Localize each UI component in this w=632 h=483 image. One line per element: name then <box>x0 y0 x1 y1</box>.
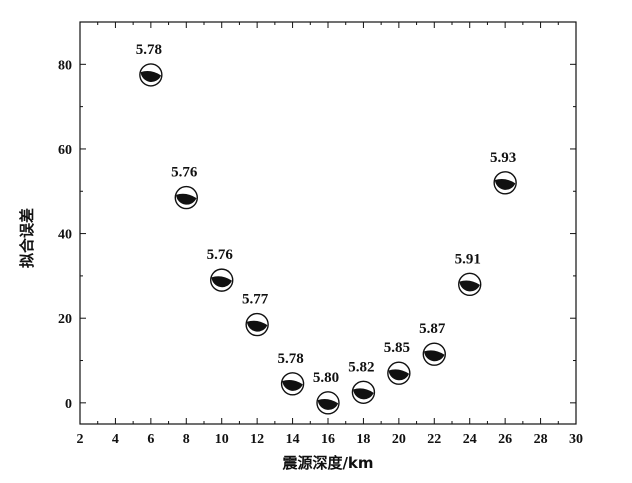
x-tick-label: 20 <box>392 432 406 447</box>
beachball-compressional-quadrant <box>353 388 374 400</box>
data-point: 5.82 <box>348 359 376 404</box>
data-point: 5.78 <box>277 351 305 396</box>
x-tick-label: 14 <box>286 432 300 447</box>
data-point: 5.93 <box>490 150 517 195</box>
data-label: 5.80 <box>313 370 339 386</box>
data-point: 5.87 <box>419 321 446 366</box>
y-tick-label: 0 <box>65 397 72 412</box>
data-label: 5.78 <box>136 42 162 58</box>
x-tick-label: 8 <box>183 432 190 447</box>
x-tick-label: 28 <box>534 432 548 447</box>
data-label: 5.77 <box>242 292 269 308</box>
beachball-compressional-quadrant <box>140 71 162 82</box>
data-point: 5.78 <box>136 42 163 87</box>
x-tick-label: 22 <box>427 432 441 447</box>
x-tick-label: 10 <box>215 432 229 447</box>
data-label: 5.76 <box>171 165 198 181</box>
data-point: 5.76 <box>207 247 234 292</box>
beachball-compressional-quadrant <box>459 280 480 292</box>
data-label: 5.78 <box>277 351 303 367</box>
data-label: 5.87 <box>419 321 446 337</box>
data-point: 5.91 <box>455 251 482 297</box>
data-label: 5.85 <box>384 340 410 356</box>
y-tick-label: 80 <box>58 58 72 73</box>
data-point: 5.80 <box>313 370 340 415</box>
x-tick-label: 18 <box>356 432 370 447</box>
beachball-compressional-quadrant <box>494 178 516 190</box>
y-axis-title: 拟合误差 <box>18 208 36 268</box>
x-tick-label: 16 <box>321 432 335 447</box>
x-tick-label: 2 <box>77 432 84 447</box>
x-tick-label: 12 <box>250 432 264 447</box>
x-tick-label: 26 <box>498 432 512 447</box>
data-label: 5.76 <box>207 247 234 263</box>
beachball-compressional-quadrant <box>388 369 410 381</box>
beachball-compressional-quadrant <box>211 276 232 288</box>
beachball-compressional-quadrant <box>176 193 197 205</box>
data-point: 5.85 <box>384 340 411 385</box>
x-tick-label: 4 <box>112 432 119 447</box>
data-label: 5.93 <box>490 150 516 166</box>
beachball-compressional-quadrant <box>282 379 303 391</box>
data-label: 5.91 <box>455 251 481 267</box>
beachball-compressional-quadrant <box>424 350 445 362</box>
data-point: 5.76 <box>171 165 198 210</box>
x-tick-label: 30 <box>569 432 583 447</box>
beachball-compressional-quadrant <box>246 320 268 332</box>
y-tick-label: 40 <box>58 228 72 243</box>
data-point: 5.77 <box>242 292 269 337</box>
y-tick-label: 60 <box>58 143 72 158</box>
data-marks: 5.78 5.76 5.76 5.77 5.78 5.80 5.82 5.85 5.87 5.91… <box>136 42 517 415</box>
data-label: 5.82 <box>348 359 374 375</box>
y-tick-label: 20 <box>58 312 72 327</box>
beachball-compressional-quadrant <box>317 398 339 410</box>
x-tick-label: 24 <box>463 432 477 447</box>
x-tick-label: 6 <box>147 432 154 447</box>
x-axis-title: 震源深度/km <box>282 454 373 472</box>
